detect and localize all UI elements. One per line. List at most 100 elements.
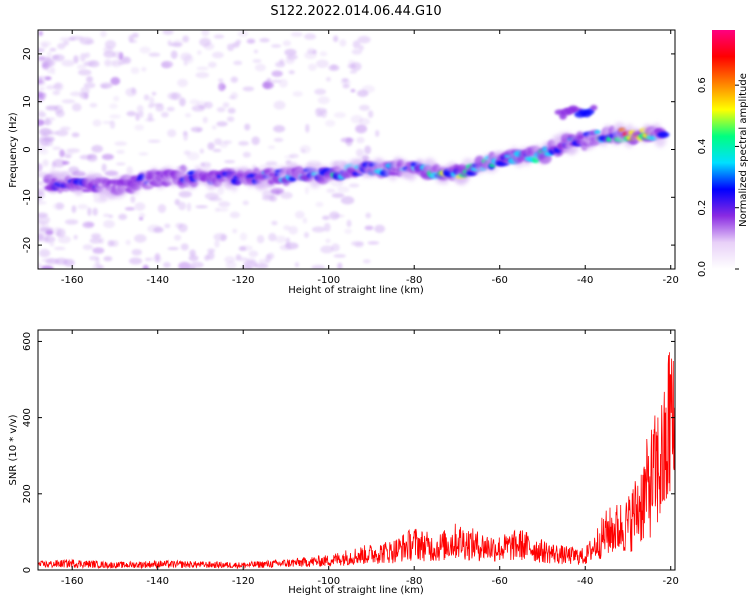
noise-blob	[292, 91, 303, 97]
noise-blob	[100, 30, 107, 38]
noise-blob	[55, 109, 65, 118]
snr-x-tick-label: -120	[232, 576, 255, 587]
noise-blob	[196, 128, 202, 132]
spectrogram-noise-layer	[38, 30, 386, 269]
noise-blob	[162, 262, 171, 268]
secondary-blob	[590, 104, 598, 111]
noise-blob	[49, 242, 55, 247]
noise-blob	[222, 102, 230, 108]
noise-blob	[92, 119, 102, 127]
noise-blob	[109, 103, 118, 109]
noise-blob	[224, 160, 236, 164]
noise-blob	[83, 62, 92, 67]
noise-blob	[114, 141, 128, 146]
noise-blob	[45, 117, 56, 121]
noise-blob	[365, 212, 372, 219]
noise-blob	[258, 258, 268, 265]
noise-blob	[85, 40, 95, 45]
noise-blob	[323, 222, 331, 232]
noise-blob	[359, 104, 370, 111]
noise-blob	[177, 78, 189, 88]
noise-blob	[375, 130, 380, 137]
noise-blob	[315, 201, 324, 208]
noise-blob	[38, 87, 46, 91]
noise-blob	[136, 104, 144, 114]
noise-blob	[283, 225, 291, 231]
noise-blob	[166, 106, 175, 112]
noise-blob	[103, 256, 113, 262]
noise-blob	[134, 234, 147, 243]
noise-blob	[304, 186, 309, 195]
noise-blob	[124, 207, 136, 211]
noise-blob	[358, 44, 364, 51]
noise-blob	[134, 124, 145, 131]
noise-blob	[62, 160, 70, 165]
colorbar-gradient	[712, 30, 735, 269]
noise-blob	[374, 224, 386, 233]
noise-blob	[254, 63, 266, 72]
spectrogram-y-ticks: -20 -10 0 10 20	[22, 48, 675, 253]
noise-blob	[55, 232, 62, 238]
noise-blob	[151, 91, 157, 96]
noise-blob	[38, 111, 47, 118]
noise-blob	[207, 142, 215, 150]
noise-blob	[138, 152, 149, 156]
noise-blob	[183, 54, 194, 64]
noise-blob	[273, 125, 286, 133]
noise-blob	[111, 59, 122, 68]
noise-blob	[178, 190, 192, 198]
snr-y-tick-label: 0	[22, 567, 33, 573]
spectrogram-x-tick-label: -140	[146, 275, 169, 286]
noise-blob	[274, 235, 287, 244]
snr-series-line	[38, 352, 675, 570]
noise-blob	[183, 132, 188, 141]
noise-blob	[129, 257, 143, 265]
noise-blob	[315, 107, 327, 115]
noise-blob	[285, 159, 292, 165]
noise-blob	[104, 40, 117, 49]
noise-blob	[340, 137, 354, 143]
spectrogram-x-tick-label: -60	[492, 275, 508, 286]
snr-x-tick-label: -140	[146, 576, 169, 587]
noise-blob	[143, 94, 150, 101]
noise-blob	[208, 197, 223, 202]
ridge-blob	[657, 131, 670, 138]
noise-blob	[244, 123, 251, 131]
noise-blob	[241, 265, 253, 269]
noise-blob	[178, 261, 191, 269]
noise-blob	[45, 258, 59, 265]
noise-blob	[317, 96, 330, 105]
noise-blob	[240, 245, 253, 251]
noise-blob	[324, 119, 336, 127]
snr-y-tick-label: 200	[22, 484, 33, 503]
ridge-blob	[594, 130, 601, 135]
snr-plot-area	[38, 330, 675, 570]
noise-blob	[148, 52, 161, 57]
noise-blob	[107, 240, 115, 247]
noise-blob	[361, 156, 370, 161]
noise-blob	[39, 40, 52, 47]
noise-blob	[131, 32, 139, 38]
noise-blob	[307, 48, 315, 55]
noise-blob	[38, 30, 43, 37]
noise-blob	[43, 58, 56, 68]
noise-blob	[86, 154, 98, 162]
noise-blob	[91, 145, 103, 153]
noise-blob	[100, 82, 113, 89]
snr-x-ticks: -160 -140 -120 -100 -80 -60 -40 -20	[61, 330, 679, 587]
noise-blob	[130, 195, 136, 203]
noise-blob	[325, 238, 331, 244]
noise-blob	[92, 207, 98, 216]
noise-blob	[349, 70, 357, 74]
snr-x-tick-label: -100	[317, 576, 340, 587]
noise-blob	[61, 99, 76, 104]
noise-blob	[130, 67, 140, 75]
noise-blob	[54, 257, 68, 265]
noise-blob	[182, 35, 190, 43]
snr-y-tick-label: 600	[22, 332, 33, 351]
spectrogram-ridge-layer	[43, 104, 670, 201]
spectrogram-y-tick-label: -10	[22, 189, 33, 205]
noise-blob	[139, 46, 151, 54]
noise-blob	[66, 148, 80, 153]
